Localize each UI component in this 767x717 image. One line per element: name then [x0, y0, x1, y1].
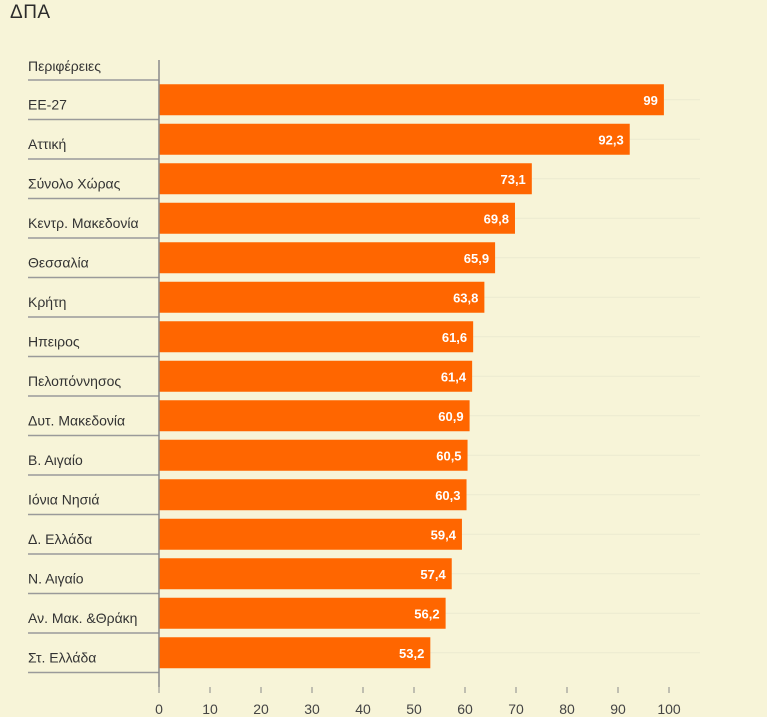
category-label: Αν. Μακ. &Θράκη	[28, 610, 137, 626]
category-label: Σύνολο Χώρας	[28, 176, 121, 192]
category-label: Πελοπόννησος	[28, 373, 121, 389]
value-label: 65,9	[464, 251, 489, 266]
bar	[159, 597, 446, 629]
value-label: 60,3	[435, 488, 460, 503]
chart-title: ΔΠΑ	[10, 2, 51, 23]
bar	[159, 360, 473, 392]
x-tick-label: 50	[406, 701, 422, 717]
category-label: Θεσσαλία	[28, 255, 89, 271]
category-label: Κρήτη	[28, 294, 66, 310]
bar	[159, 242, 496, 274]
value-label: 56,2	[414, 606, 439, 621]
value-label: 60,9	[438, 409, 463, 424]
value-label: 63,8	[453, 290, 478, 305]
x-tick-label: 60	[457, 701, 473, 717]
bar	[159, 479, 467, 511]
category-label: Ηπειρος	[28, 334, 80, 350]
x-tick-label: 30	[304, 701, 320, 717]
category-label: Κεντρ. Μακεδονία	[28, 215, 139, 231]
category-label: Δυτ. Μακεδονία	[28, 413, 125, 429]
bar	[159, 439, 468, 471]
bar	[159, 123, 630, 155]
category-label: Ιόνια Νησιά	[28, 492, 100, 508]
x-tick-label: 0	[155, 701, 163, 717]
x-tick-label: 80	[559, 701, 575, 717]
category-header-label: Περιφέρειες	[28, 58, 101, 74]
x-tick-label: 10	[202, 701, 218, 717]
x-tick-label: 20	[253, 701, 269, 717]
category-label: Αττική	[28, 136, 66, 152]
value-label: 57,4	[420, 567, 446, 582]
value-label: 73,1	[500, 172, 525, 187]
value-label: 61,6	[442, 330, 467, 345]
axis-layer	[28, 60, 670, 693]
bar	[159, 202, 515, 234]
value-label: 61,4	[441, 369, 467, 384]
category-label: Στ. Ελλάδα	[28, 650, 96, 666]
value-label: 59,4	[431, 527, 457, 542]
bar	[159, 163, 532, 195]
bar-layer	[159, 84, 664, 669]
value-label: 92,3	[598, 132, 623, 147]
value-label: 53,2	[399, 646, 424, 661]
x-tick-label: 70	[508, 701, 524, 717]
bar	[159, 637, 431, 669]
value-label: 69,8	[484, 211, 509, 226]
bar	[159, 400, 470, 432]
category-label: Δ. Ελλάδα	[28, 531, 92, 547]
value-label: 60,5	[436, 448, 461, 463]
x-tick-label: 100	[657, 701, 681, 717]
bar	[159, 558, 452, 590]
bar	[159, 281, 485, 313]
x-tick-label: 40	[355, 701, 371, 717]
label-layer: Περιφέρειες ΕΕ-27 99 Αττική 92,3 Σύνολο Χώρας…	[28, 58, 681, 717]
bar	[159, 84, 664, 116]
category-label: Β. Αιγαίο	[28, 452, 83, 468]
bar	[159, 518, 462, 550]
category-label: Ν. Αιγαίο	[28, 571, 84, 587]
category-label: ΕΕ-27	[28, 97, 67, 113]
bar	[159, 321, 474, 353]
value-label: 99	[643, 93, 657, 108]
x-tick-label: 90	[610, 701, 626, 717]
